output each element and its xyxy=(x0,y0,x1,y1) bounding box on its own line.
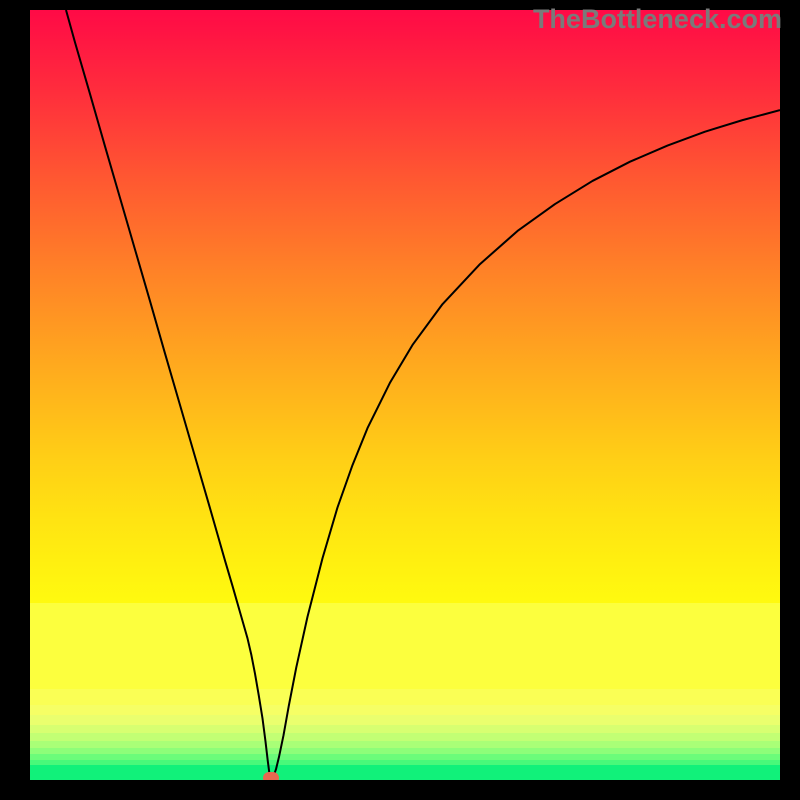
optimum-marker xyxy=(263,772,279,780)
plot-area xyxy=(30,10,780,780)
bottleneck-curve xyxy=(30,10,780,780)
outer-frame: TheBottleneck.com xyxy=(0,0,800,800)
watermark-text: TheBottleneck.com xyxy=(533,4,782,35)
